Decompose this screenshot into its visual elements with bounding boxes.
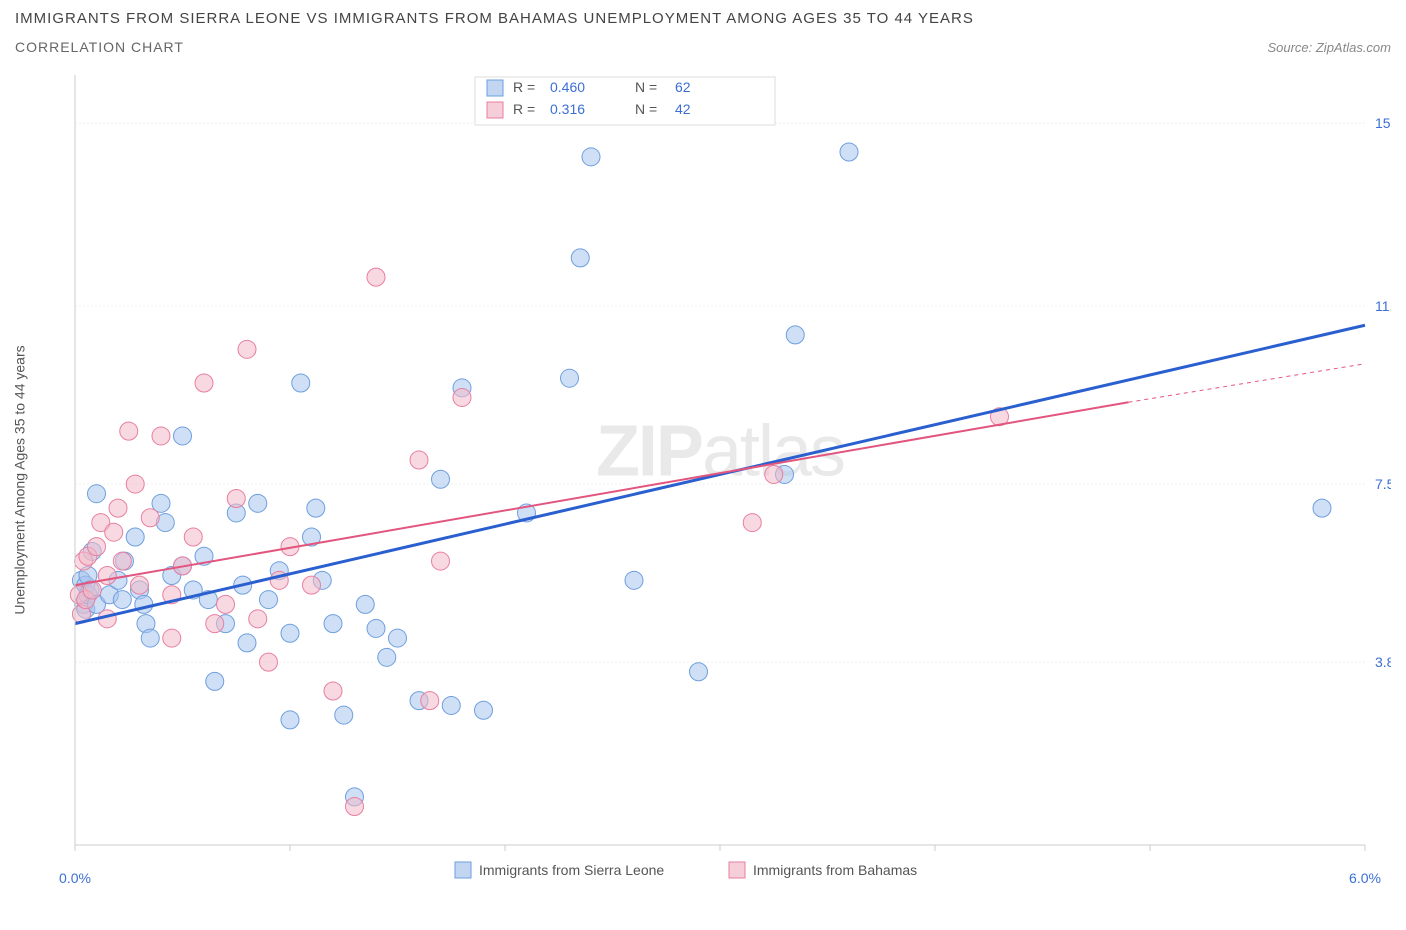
y-tick-label: 3.8% [1375, 654, 1391, 670]
scatter-point [105, 523, 123, 541]
scatter-point [281, 624, 299, 642]
y-tick-label: 7.5% [1375, 476, 1391, 492]
scatter-point [109, 499, 127, 517]
x-tick-label: 6.0% [1349, 870, 1381, 886]
source-attribution: Source: ZipAtlas.com [1267, 40, 1391, 55]
correlation-chart: Unemployment Among Ages 35 to 44 years Z… [15, 65, 1391, 895]
chart-title: IMMIGRANTS FROM SIERRA LEONE VS IMMIGRAN… [15, 10, 1391, 27]
scatter-point [432, 552, 450, 570]
bottom-legend-swatch [455, 862, 471, 878]
scatter-point [206, 672, 224, 690]
scatter-point [571, 249, 589, 267]
scatter-point [367, 619, 385, 637]
scatter-point [453, 388, 471, 406]
scatter-point [765, 465, 783, 483]
scatter-point [227, 490, 245, 508]
scatter-point [442, 696, 460, 714]
legend-r-value: 0.316 [550, 101, 585, 117]
scatter-point [356, 595, 374, 613]
scatter-point [88, 485, 106, 503]
scatter-point [141, 509, 159, 527]
scatter-point [561, 369, 579, 387]
legend-r-label: R = [513, 101, 535, 117]
scatter-point [260, 591, 278, 609]
scatter-point [238, 340, 256, 358]
scatter-point [131, 576, 149, 594]
scatter-point [786, 326, 804, 344]
scatter-point [389, 629, 407, 647]
bottom-legend-label: Immigrants from Sierra Leone [479, 862, 664, 878]
scatter-point [292, 374, 310, 392]
y-tick-label: 11.2% [1375, 298, 1391, 314]
scatter-point [174, 427, 192, 445]
scatter-point [432, 470, 450, 488]
scatter-point [120, 422, 138, 440]
scatter-point [335, 706, 353, 724]
bottom-legend-swatch [729, 862, 745, 878]
scatter-point [152, 427, 170, 445]
scatter-point [307, 499, 325, 517]
scatter-point [249, 494, 267, 512]
legend-r-value: 0.460 [550, 79, 585, 95]
y-axis-label: Unemployment Among Ages 35 to 44 years [12, 345, 28, 614]
scatter-point [475, 701, 493, 719]
scatter-point [281, 711, 299, 729]
scatter-point [206, 615, 224, 633]
y-tick-label: 15.0% [1375, 115, 1391, 131]
scatter-point [88, 538, 106, 556]
scatter-point [249, 610, 267, 628]
scatter-point [840, 143, 858, 161]
scatter-point [303, 576, 321, 594]
scatter-point [126, 475, 144, 493]
scatter-point [690, 663, 708, 681]
scatter-point [260, 653, 278, 671]
scatter-point [378, 648, 396, 666]
scatter-point [113, 591, 131, 609]
scatter-point [324, 615, 342, 633]
scatter-point [1313, 499, 1331, 517]
scatter-point [141, 629, 159, 647]
scatter-point [346, 798, 364, 816]
x-tick-label: 0.0% [59, 870, 91, 886]
scatter-point [625, 571, 643, 589]
scatter-point [410, 451, 428, 469]
scatter-point [195, 374, 213, 392]
chart-svg: ZIPatlas 0.0% 6.0% 3.8% 7.5% 11.2% 15.0% R = 0.4… [15, 65, 1391, 895]
scatter-point [184, 528, 202, 546]
scatter-point [743, 514, 761, 532]
scatter-point [367, 268, 385, 286]
chart-subtitle: CORRELATION CHART [15, 39, 184, 55]
svg-text:ZIPatlas: ZIPatlas [596, 411, 844, 491]
scatter-point [163, 629, 181, 647]
legend-swatch [487, 80, 503, 96]
scatter-point [582, 148, 600, 166]
legend-swatch [487, 102, 503, 118]
legend-r-label: R = [513, 79, 535, 95]
bottom-legend-label: Immigrants from Bahamas [753, 862, 917, 878]
scatter-point [98, 567, 116, 585]
scatter-point [113, 552, 131, 570]
scatter-point [126, 528, 144, 546]
scatter-point [421, 692, 439, 710]
scatter-point [324, 682, 342, 700]
scatter-point [238, 634, 256, 652]
legend-n-value: 62 [675, 79, 691, 95]
scatter-point [217, 595, 235, 613]
legend-n-value: 42 [675, 101, 691, 117]
chart-header: IMMIGRANTS FROM SIERRA LEONE VS IMMIGRAN… [15, 10, 1391, 55]
legend-n-label: N = [635, 79, 657, 95]
legend-n-label: N = [635, 101, 657, 117]
